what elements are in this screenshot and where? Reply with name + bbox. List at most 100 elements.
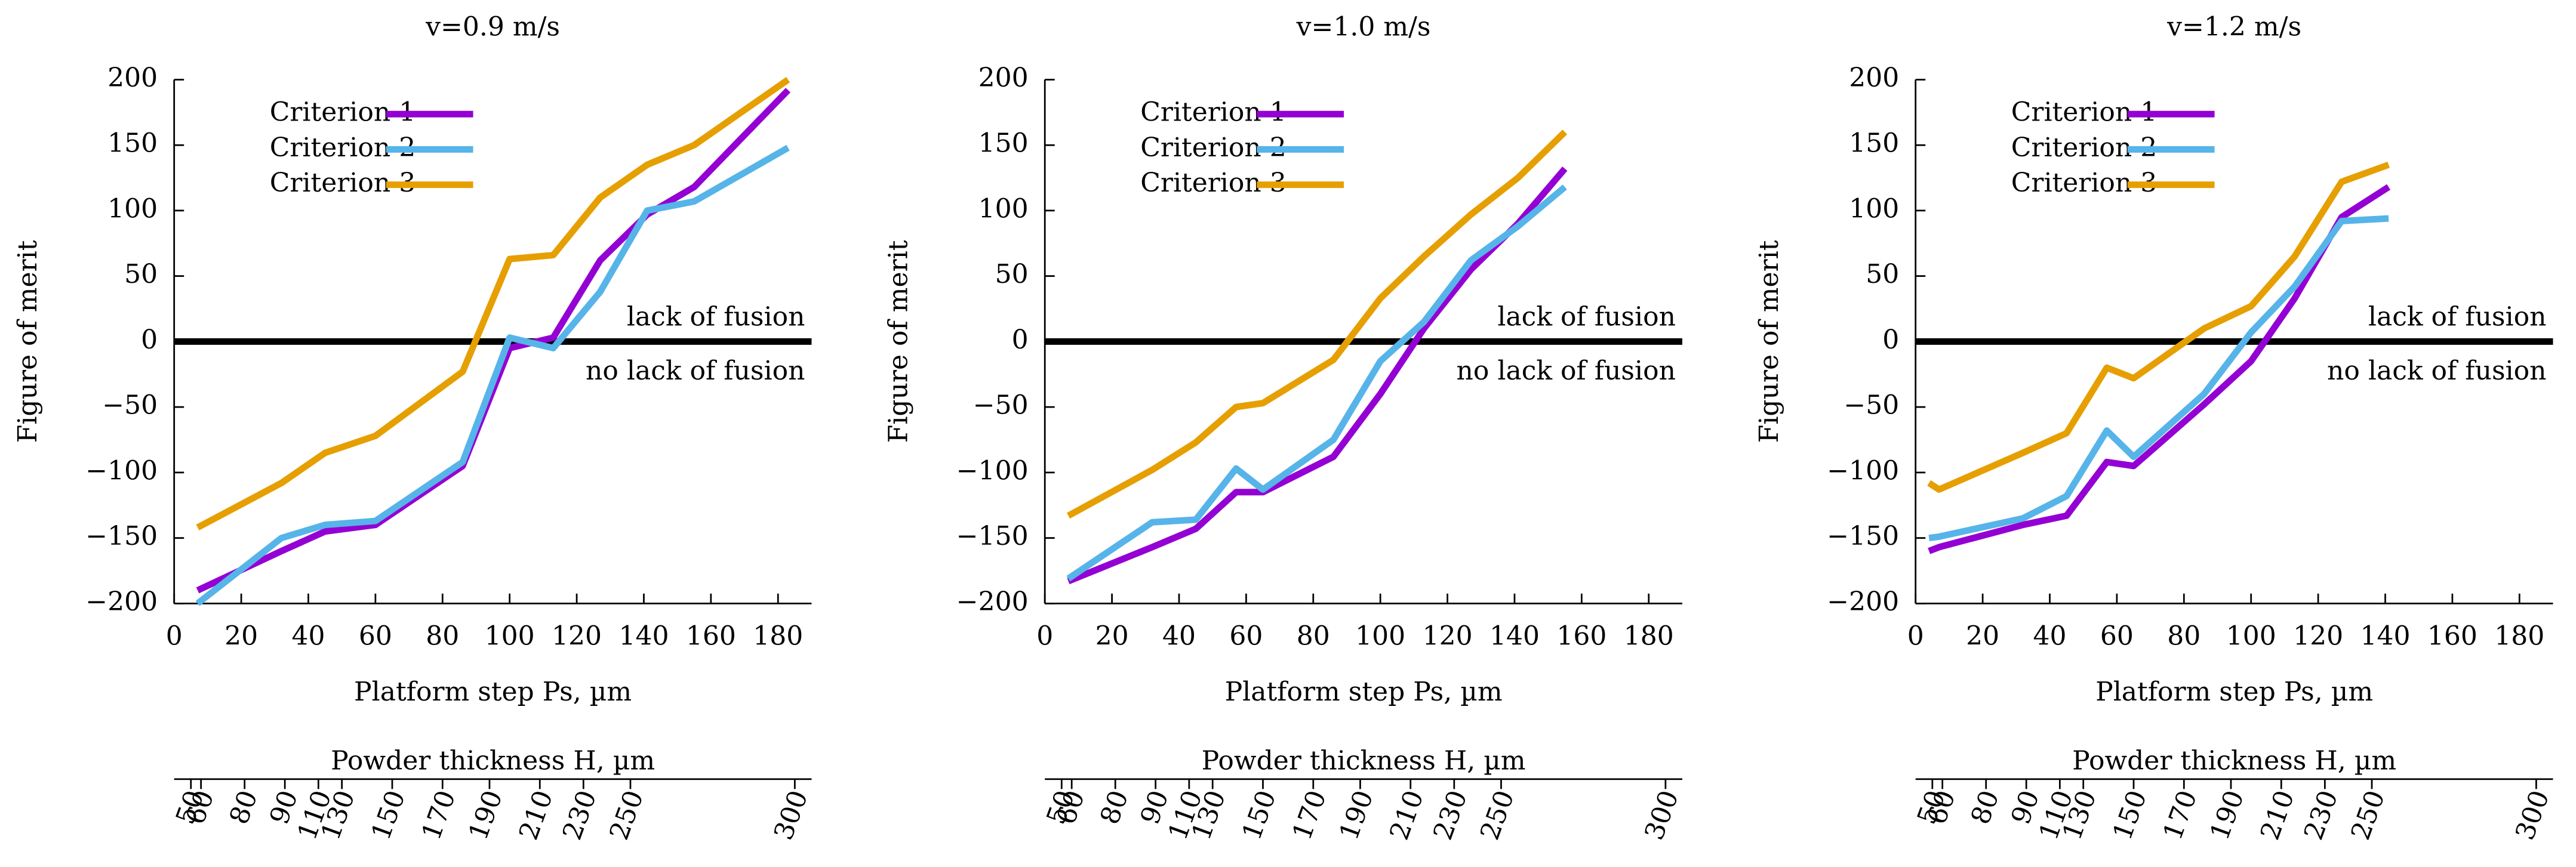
x-tick-label: 0 — [166, 621, 183, 652]
x2-tick-label: 190 — [463, 786, 509, 844]
chart-panel: v=0.9 m/s −200 −150 −100 −50 0 50 100 150 200 0 20 4… — [13, 12, 814, 844]
x2-tick-label: 80 — [224, 786, 264, 828]
x-tick-label: 100 — [1355, 621, 1405, 652]
x2-tick-label: 230 — [2298, 786, 2344, 844]
y-tick-label: −50 — [973, 390, 1029, 421]
annotation: lack of fusion — [1497, 301, 1676, 332]
y-tick-label: −200 — [85, 587, 158, 617]
y-tick-label: 150 — [107, 128, 158, 159]
data-line — [196, 76, 790, 530]
x2-tick-label: 80 — [1965, 786, 2005, 828]
x-tick-label: 60 — [359, 621, 392, 652]
y-tick-label: −50 — [1843, 390, 1899, 421]
x-axis-label: Platform step Ps, µm — [354, 677, 632, 707]
y-tick-label: −150 — [1827, 521, 1899, 551]
x-tick-label: 120 — [2293, 621, 2343, 652]
x2-tick-label: 150 — [365, 786, 411, 844]
x2-axis-label: Powder thickness H, µm — [1202, 746, 1526, 776]
y-tick-label: −200 — [956, 587, 1029, 617]
y-tick-label: −150 — [956, 521, 1029, 551]
x-tick-label: 160 — [2427, 621, 2477, 652]
y-tick-label: 0 — [1882, 325, 1899, 355]
x-tick-label: 160 — [1556, 621, 1606, 652]
x-tick-label: 20 — [1095, 621, 1129, 652]
x2-tick-label: 190 — [1334, 786, 1380, 844]
x-tick-label: 40 — [2033, 621, 2067, 652]
x-tick-label: 120 — [552, 621, 602, 652]
x-tick-label: 20 — [224, 621, 258, 652]
y-tick-label: 50 — [1866, 259, 1899, 289]
x2-tick-label: 170 — [416, 786, 462, 844]
x2-axis-label: Powder thickness H, µm — [2072, 746, 2396, 776]
y-axis-label: Figure of merit — [884, 240, 914, 443]
annotation: lack of fusion — [2368, 301, 2547, 332]
x-tick-label: 180 — [753, 621, 803, 652]
annotation: no lack of fusion — [2327, 356, 2546, 386]
y-tick-label: −200 — [1827, 587, 1899, 617]
x2-tick-label: 250 — [1475, 786, 1521, 844]
x-tick-label: 120 — [1423, 621, 1473, 652]
data-line — [195, 144, 790, 606]
x-tick-label: 140 — [1489, 621, 1540, 652]
y-tick-label: 0 — [141, 325, 158, 355]
y-tick-label: 100 — [1849, 193, 1899, 224]
x2-tick-label: 80 — [1094, 786, 1134, 828]
x-tick-label: 140 — [2360, 621, 2410, 652]
y-tick-label: −100 — [1827, 455, 1899, 486]
x2-axis-label: Powder thickness H, µm — [331, 746, 655, 776]
y-tick-label: 100 — [107, 193, 158, 224]
y-tick-label: 150 — [978, 128, 1029, 159]
x2-tick-label: 210 — [2255, 786, 2301, 844]
x2-tick-label: 230 — [557, 786, 603, 844]
data-line — [1066, 129, 1568, 519]
x2-tick-label: 300 — [1639, 786, 1685, 844]
x2-tick-label: 300 — [2510, 786, 2556, 844]
y-tick-label: 150 — [1849, 128, 1899, 159]
x-tick-label: 180 — [1624, 621, 1674, 652]
chart-panel: v=1.2 m/s −200 −150 −100 −50 0 50 100 150 200 0 20 4… — [1754, 12, 2555, 844]
y-tick-label: 0 — [1012, 325, 1029, 355]
x-tick-label: 0 — [1907, 621, 1924, 652]
annotation: no lack of fusion — [586, 356, 805, 386]
data-line — [1066, 184, 1567, 582]
x2-tick-label: 170 — [1287, 786, 1332, 844]
y-tick-label: 200 — [107, 63, 158, 93]
x-tick-label: 80 — [2167, 621, 2200, 652]
x2-tick-label: 170 — [2158, 786, 2203, 844]
x-axis-label: Platform step Ps, µm — [1225, 677, 1503, 707]
data-line — [1928, 184, 2391, 554]
x-tick-label: 100 — [485, 621, 535, 652]
data-line — [1067, 166, 1568, 585]
x2-tick-label: 250 — [604, 786, 650, 844]
y-tick-label: 200 — [978, 63, 1029, 93]
y-tick-label: 50 — [124, 259, 158, 289]
y-tick-label: −100 — [956, 455, 1029, 486]
annotation: no lack of fusion — [1457, 356, 1676, 386]
chart-title: v=1.0 m/s — [1296, 12, 1431, 42]
y-tick-label: −50 — [102, 390, 158, 421]
x2-tick-label: 300 — [768, 786, 814, 844]
y-tick-label: −100 — [85, 455, 158, 486]
chart-title: v=1.2 m/s — [2166, 12, 2301, 42]
chart-panel: v=1.0 m/s −200 −150 −100 −50 0 50 100 150 200 0 20 4… — [884, 12, 1685, 844]
x2-tick-label: 150 — [2107, 786, 2153, 844]
y-axis-label: Figure of merit — [1754, 240, 1784, 443]
x2-tick-label: 210 — [1384, 786, 1430, 844]
x-tick-label: 60 — [2100, 621, 2134, 652]
x2-tick-label: 190 — [2204, 786, 2250, 844]
x-tick-label: 80 — [1297, 621, 1330, 652]
data-line — [1927, 161, 2390, 493]
x-tick-label: 40 — [1162, 621, 1196, 652]
chart-title: v=0.9 m/s — [425, 12, 560, 42]
x-tick-label: 100 — [2226, 621, 2276, 652]
x-tick-label: 160 — [686, 621, 736, 652]
x-tick-label: 60 — [1229, 621, 1263, 652]
x-tick-label: 180 — [2494, 621, 2544, 652]
y-tick-label: 200 — [1849, 63, 1899, 93]
data-line — [1928, 215, 2389, 542]
x-tick-label: 140 — [618, 621, 669, 652]
y-tick-label: 50 — [995, 259, 1029, 289]
x-tick-label: 20 — [1966, 621, 1999, 652]
x-tick-label: 40 — [291, 621, 325, 652]
